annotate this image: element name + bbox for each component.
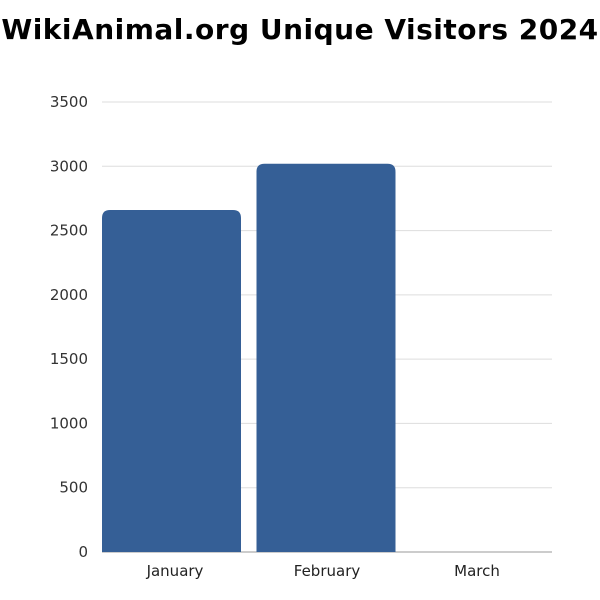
x-tick-label: March [454,562,500,580]
bar-february [256,163,396,552]
y-tick-label: 1000 [50,414,88,432]
y-tick-label: 1500 [50,350,88,368]
chart-title: WikiAnimal.org Unique Visitors 2024 [1,13,599,46]
y-tick-label: 500 [59,479,88,497]
y-tick-label: 2000 [50,286,88,304]
y-tick-label: 0 [78,543,88,561]
bar-january [102,210,241,552]
x-tick-label: February [294,562,361,580]
y-tick-label: 3000 [50,157,88,175]
x-tick-label: January [146,562,204,580]
y-tick-label: 3500 [50,93,88,111]
y-tick-label: 2500 [50,222,88,240]
